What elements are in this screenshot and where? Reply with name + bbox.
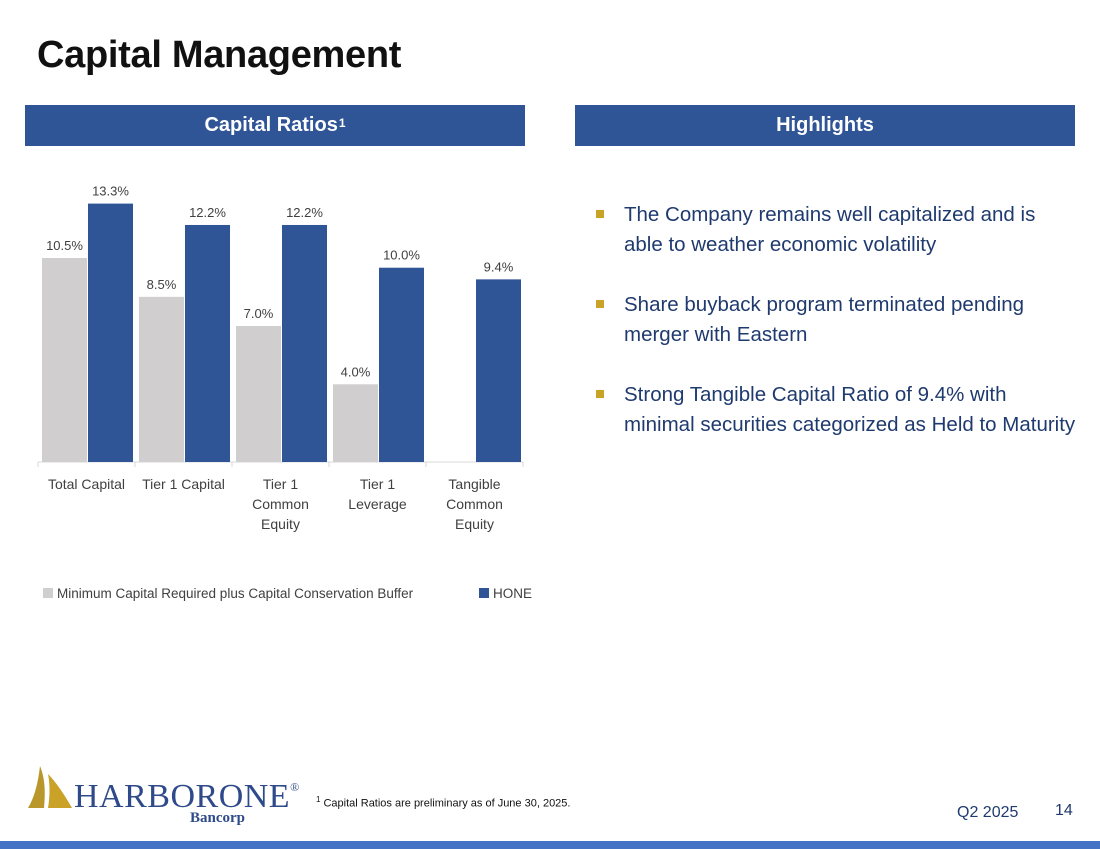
capital-ratios-header: Capital Ratios 1	[25, 105, 525, 146]
data-label: 10.5%	[46, 238, 83, 253]
highlights-list: The Company remains well capitalized and…	[596, 200, 1076, 470]
footnote-text: Capital Ratios are preliminary as of Jun…	[323, 797, 571, 810]
highlights-header-label: Highlights	[776, 114, 874, 136]
category-label: Tier 1	[263, 476, 298, 492]
square-bullet-icon	[596, 390, 604, 398]
highlight-text: The Company remains well capitalized and…	[624, 203, 1036, 256]
legend-swatch	[43, 588, 53, 598]
bar-hone	[185, 224, 230, 462]
highlight-item: Share buyback program terminated pending…	[596, 290, 1076, 350]
data-label: 12.2%	[189, 205, 226, 220]
bar-hone	[88, 203, 133, 462]
logo-wordmark: HARBORONE®	[74, 778, 300, 816]
footnote-sup: 1	[316, 795, 321, 804]
category-label: Equity	[455, 516, 494, 532]
bar-hone	[476, 279, 521, 462]
quarter-label: Q2 2025	[957, 804, 1019, 821]
bar-minimum	[139, 296, 184, 462]
category-label: Equity	[261, 516, 300, 532]
bar-hone	[379, 267, 424, 462]
category-label: Tier 1 Capital	[142, 476, 225, 492]
legend-swatch	[479, 588, 489, 598]
bar-minimum	[42, 258, 87, 462]
highlights-header: Highlights	[575, 105, 1075, 146]
category-label: Tier 1	[360, 476, 395, 492]
category-label: Total Capital	[48, 476, 125, 492]
bar-hone	[282, 224, 327, 462]
square-bullet-icon	[596, 210, 604, 218]
data-label: 4.0%	[341, 364, 371, 379]
data-label: 7.0%	[244, 306, 274, 321]
page-title: Capital Management	[37, 34, 402, 76]
category-label: Common	[252, 496, 309, 512]
data-label: 8.5%	[147, 277, 177, 292]
highlight-item: The Company remains well capitalized and…	[596, 200, 1076, 260]
page-number: 14	[1055, 802, 1073, 819]
highlight-text: Strong Tangible Capital Ratio of 9.4% wi…	[624, 383, 1076, 436]
logo-registered: ®	[290, 780, 300, 794]
bottom-accent-bar	[0, 841, 1100, 849]
bar-minimum	[333, 384, 378, 462]
data-label: 10.0%	[383, 248, 420, 263]
category-label: Common	[446, 496, 503, 512]
data-label: 13.3%	[92, 184, 129, 199]
capital-ratios-header-sup: 1	[338, 115, 346, 130]
bar-minimum	[236, 326, 281, 462]
legend-label: HONE	[493, 586, 532, 601]
harborone-logo: HARBORONE® Bancorp	[26, 760, 299, 830]
capital-ratios-chart: 10.5% 13.3% Total Capital 8.5% 12.2% Tier 1 C…	[37, 184, 532, 601]
legend-label: Minimum Capital Required plus Capital Co…	[57, 586, 414, 601]
square-bullet-icon	[596, 300, 604, 308]
data-label: 12.2%	[286, 205, 323, 220]
logo-text-harbor: HARBOR	[74, 778, 219, 815]
logo-subtext: Bancorp	[190, 810, 246, 826]
footnote: 1 Capital Ratios are preliminary as of Ju…	[316, 795, 570, 810]
logo-text-one: ONE	[218, 778, 291, 815]
sail-icon	[28, 766, 72, 808]
data-label: 9.4%	[484, 259, 514, 274]
highlight-item: Strong Tangible Capital Ratio of 9.4% wi…	[596, 380, 1076, 440]
capital-ratios-header-label: Capital Ratios	[204, 114, 338, 136]
category-label: Tangible	[448, 476, 500, 492]
category-label: Leverage	[348, 496, 407, 512]
highlight-text: Share buyback program terminated pending…	[624, 293, 1024, 346]
